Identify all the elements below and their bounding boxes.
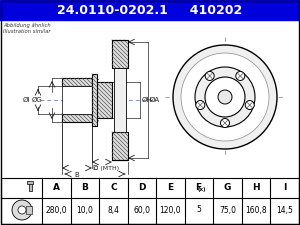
Bar: [28, 183, 32, 191]
Circle shape: [220, 119, 230, 128]
Text: 120,0: 120,0: [160, 205, 181, 214]
Text: 160,8: 160,8: [245, 205, 267, 214]
Text: D: D: [92, 165, 98, 171]
Text: ATE: ATE: [214, 113, 266, 137]
Text: 60,0: 60,0: [134, 205, 150, 214]
Text: B: B: [81, 184, 88, 193]
Text: G: G: [224, 184, 231, 193]
Bar: [62, 86, 92, 114]
Circle shape: [236, 72, 245, 81]
Text: ØH: ØH: [142, 97, 153, 103]
Circle shape: [196, 101, 205, 110]
Text: 75,0: 75,0: [219, 205, 236, 214]
Text: 14,5: 14,5: [276, 205, 293, 214]
Bar: [112, 132, 128, 160]
Circle shape: [218, 90, 232, 104]
Bar: [92, 74, 97, 126]
Text: Ø104: Ø104: [219, 101, 236, 106]
Circle shape: [181, 53, 269, 141]
Circle shape: [12, 200, 32, 220]
Text: 10,0: 10,0: [76, 205, 93, 214]
Text: (x): (x): [197, 187, 206, 193]
Text: 280,0: 280,0: [46, 205, 67, 214]
Text: H: H: [252, 184, 260, 193]
Text: D: D: [138, 184, 146, 193]
Text: ØI: ØI: [22, 97, 30, 103]
Text: 8,4: 8,4: [107, 205, 119, 214]
Text: 5: 5: [196, 205, 202, 214]
Text: A: A: [53, 184, 60, 193]
Circle shape: [173, 45, 277, 149]
Text: E: E: [167, 184, 174, 193]
Bar: [62, 78, 92, 86]
Text: ØG: ØG: [31, 97, 42, 103]
Text: C (MTH): C (MTH): [94, 166, 120, 171]
Circle shape: [205, 72, 214, 81]
Text: ØA: ØA: [150, 97, 160, 103]
Text: F: F: [226, 110, 230, 119]
Bar: [1, 178, 299, 224]
Circle shape: [18, 206, 26, 214]
Bar: [27, 181, 33, 184]
Text: 24.0110-0202.1     410202: 24.0110-0202.1 410202: [57, 4, 243, 16]
Text: Abbildung ähnlich: Abbildung ähnlich: [3, 23, 51, 28]
Bar: [26, 206, 32, 214]
Bar: [0, 0, 300, 20]
Text: C: C: [110, 184, 117, 193]
Text: Illustration similar: Illustration similar: [3, 29, 50, 34]
Circle shape: [195, 67, 255, 127]
Text: B: B: [75, 172, 80, 178]
Circle shape: [205, 77, 245, 117]
Bar: [62, 114, 92, 122]
Circle shape: [245, 101, 254, 110]
Text: F: F: [195, 184, 201, 193]
Bar: [114, 68, 126, 132]
Text: I: I: [283, 184, 286, 193]
Bar: [112, 40, 128, 68]
Text: Ø12,6: Ø12,6: [234, 56, 250, 61]
Bar: [92, 82, 112, 118]
